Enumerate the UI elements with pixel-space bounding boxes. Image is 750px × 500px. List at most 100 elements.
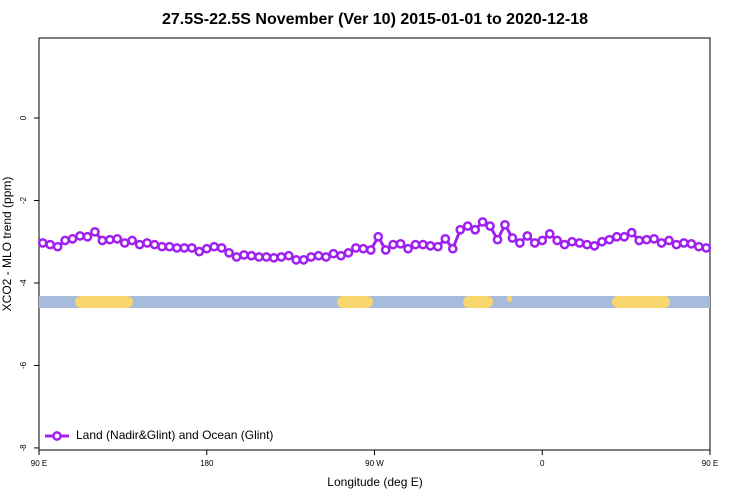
data-point [470, 224, 480, 235]
data-point [261, 252, 272, 262]
data-point [656, 238, 667, 248]
data-point [37, 238, 48, 248]
data-point [507, 233, 518, 243]
data-point [351, 243, 361, 253]
land-band [75, 296, 133, 308]
legend-marker [52, 431, 62, 441]
x-axis-label: Longitude (deg E) [327, 475, 422, 489]
data-point [164, 241, 175, 252]
x-tick-label: 0 [540, 459, 545, 468]
data-point [186, 243, 197, 253]
data-point [209, 241, 220, 252]
data-point [149, 239, 160, 250]
data-point [641, 234, 652, 245]
data-point [298, 255, 309, 265]
data-point [127, 235, 138, 246]
x-tick-label: 90 E [31, 459, 47, 468]
data-point [201, 243, 212, 254]
data-point [500, 219, 510, 230]
data-point [574, 238, 585, 248]
data-point [246, 250, 257, 261]
data-point [119, 238, 130, 248]
data-point [283, 250, 294, 261]
data-point [276, 252, 287, 262]
y-tick-label: -8 [19, 444, 28, 452]
data-point [604, 234, 615, 245]
data-point [611, 231, 622, 242]
data-point [67, 233, 78, 244]
data-point [433, 241, 443, 252]
data-point [522, 231, 533, 241]
data-point [567, 236, 577, 247]
data-point [172, 243, 182, 253]
x-tick-label: 180 [200, 459, 214, 468]
data-point [134, 239, 145, 250]
y-axis-label: XCO2 - MLO trend (ppm) [0, 177, 14, 312]
data-point [313, 250, 324, 261]
data-point [373, 231, 384, 242]
data-point [634, 235, 645, 246]
data-point [664, 235, 674, 246]
data-point [216, 243, 227, 253]
data-point [254, 252, 264, 262]
data-point [477, 217, 488, 227]
data-point [485, 221, 495, 231]
data-point [365, 245, 376, 255]
y-tick-label: -2 [19, 196, 28, 204]
y-tick-label: 0 [19, 115, 28, 120]
data-point [224, 248, 234, 258]
y-tick-label: -4 [19, 279, 28, 287]
land-band [507, 296, 512, 302]
legend-label: Land (Nadir&Glint) and Ocean (Glint) [76, 428, 273, 442]
data-point [515, 238, 525, 248]
data-point [75, 231, 85, 241]
data-point [492, 234, 503, 245]
data-point [410, 239, 421, 250]
land-band [612, 296, 670, 308]
data-point [425, 241, 436, 251]
data-point [112, 233, 123, 244]
data-point [686, 238, 697, 249]
data-point [90, 226, 100, 237]
data-point [82, 231, 93, 242]
x-tick-label: 90 W [365, 459, 384, 468]
data-point [328, 248, 339, 259]
data-point [582, 239, 592, 250]
data-point [701, 243, 712, 253]
data-point [395, 238, 406, 249]
ocean-band [39, 296, 710, 308]
data-point [559, 239, 570, 250]
land-band [337, 296, 373, 308]
chart-title: 27.5S-22.5S November (Ver 10) 2015-01-01… [162, 11, 588, 28]
data-point [544, 229, 555, 239]
data-point [462, 221, 473, 231]
data-point [671, 239, 682, 250]
data-point [179, 243, 190, 253]
data-point [380, 245, 391, 255]
data-point [336, 250, 346, 261]
data-point [239, 250, 249, 260]
data-point [529, 238, 540, 248]
data-point [679, 238, 689, 248]
data-point [626, 227, 637, 238]
data-point [142, 238, 152, 248]
y-tick-label: -6 [19, 361, 28, 369]
data-point [619, 231, 630, 242]
data-point [231, 252, 242, 262]
data-point [537, 235, 548, 246]
data-point [45, 239, 56, 250]
data-point [447, 243, 458, 254]
land-ocean-band [39, 296, 710, 308]
data-point [306, 252, 316, 262]
x-tick-label: 90 E [702, 459, 718, 468]
data-point [649, 233, 659, 244]
data-point [343, 248, 354, 258]
data-point [269, 252, 279, 263]
data-point [418, 239, 428, 250]
data-point [321, 252, 331, 262]
data-point [194, 246, 205, 257]
data-point [403, 243, 413, 254]
data-point [52, 241, 63, 252]
data-point [358, 243, 369, 254]
